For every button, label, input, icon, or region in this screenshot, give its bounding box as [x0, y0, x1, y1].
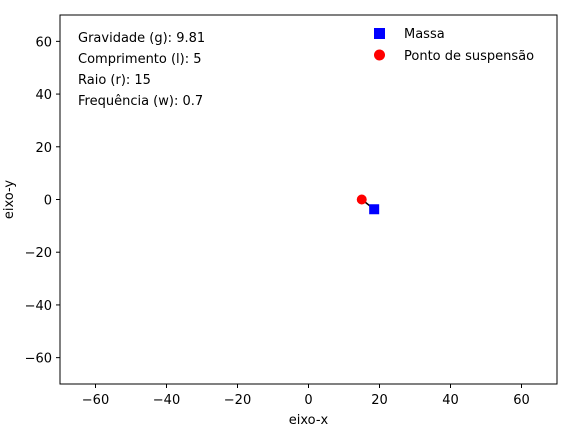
y-tick-label: 20	[35, 141, 52, 156]
legend: Massa Ponto de suspensão	[374, 27, 534, 64]
y-tick-label: 60	[35, 35, 52, 50]
y-tick-label: −40	[25, 299, 52, 314]
parameter-annotations: Gravidade (g): 9.81 Comprimento (l): 5 R…	[78, 31, 205, 109]
y-tick-label: 40	[35, 88, 52, 103]
x-axis-label: eixo-x	[289, 413, 329, 428]
y-tick-label: −20	[25, 246, 52, 261]
x-tick-label: 60	[513, 393, 530, 408]
y-tick-label: 0	[44, 194, 52, 209]
x-tick-label: 40	[442, 393, 459, 408]
x-tick-label: 0	[304, 393, 312, 408]
annotation-gravity: Gravidade (g): 9.81	[78, 31, 205, 46]
annotation-frequency: Frequência (w): 0.7	[78, 94, 203, 109]
x-tick-label: −40	[153, 393, 180, 408]
x-tick-label: −60	[82, 393, 109, 408]
x-tick-label: −20	[224, 393, 251, 408]
mass-marker	[369, 204, 380, 215]
legend-square-marker	[374, 28, 385, 39]
y-axis-ticks: −60 −40 −20 0 20 40 60	[25, 35, 60, 367]
x-axis-ticks: −60 −40 −20 0 20 40 60	[82, 384, 530, 408]
x-tick-label: 20	[371, 393, 388, 408]
legend-circle-marker	[374, 49, 385, 61]
legend-label-massa: Massa	[404, 27, 445, 42]
suspension-point-marker	[356, 194, 367, 205]
plot-area	[356, 194, 380, 215]
y-tick-label: −60	[25, 352, 52, 367]
annotation-length: Comprimento (l): 5	[78, 52, 202, 67]
annotation-radius: Raio (r): 15	[78, 73, 151, 88]
y-axis-label: eixo-y	[2, 180, 17, 220]
legend-label-suspensao: Ponto de suspensão	[404, 49, 534, 64]
